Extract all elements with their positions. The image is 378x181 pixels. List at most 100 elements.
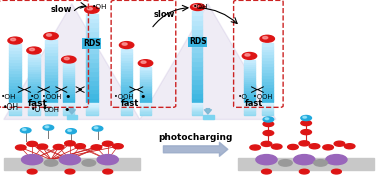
Bar (262, 103, 273, 104)
Bar (86, 85, 98, 89)
Bar (262, 109, 273, 110)
Bar (262, 87, 273, 90)
Circle shape (242, 52, 257, 59)
Bar (45, 107, 57, 108)
Bar (121, 97, 132, 100)
Bar (262, 58, 273, 60)
Bar (140, 111, 151, 113)
Bar (238, 158, 374, 170)
Bar (121, 52, 132, 54)
Bar (63, 114, 74, 115)
Bar (9, 88, 21, 91)
Circle shape (323, 145, 333, 150)
Bar (63, 90, 74, 92)
Circle shape (66, 129, 76, 134)
Circle shape (46, 34, 51, 36)
Bar (63, 94, 74, 96)
Bar (262, 93, 273, 96)
Bar (9, 65, 21, 68)
Circle shape (75, 144, 85, 149)
Circle shape (279, 160, 292, 166)
Bar (262, 54, 273, 58)
Bar (121, 107, 132, 108)
Bar (140, 69, 151, 70)
Circle shape (65, 141, 75, 146)
Bar (28, 104, 40, 106)
Bar (121, 62, 132, 65)
Bar (9, 82, 21, 85)
Bar (140, 72, 151, 74)
Circle shape (59, 155, 81, 165)
Bar (192, 107, 202, 108)
Bar (140, 107, 151, 108)
Bar (63, 92, 74, 94)
Bar (203, 115, 214, 119)
Circle shape (65, 169, 75, 174)
Bar (86, 54, 98, 58)
Bar (262, 66, 273, 69)
Circle shape (29, 48, 34, 51)
Bar (192, 110, 202, 111)
Bar (262, 111, 273, 113)
Circle shape (299, 169, 309, 174)
Bar (28, 85, 40, 88)
Bar (192, 75, 202, 79)
Bar (262, 96, 273, 99)
Bar (140, 95, 151, 97)
Bar (28, 76, 40, 78)
Bar (9, 79, 21, 82)
Bar (140, 85, 151, 86)
Circle shape (119, 42, 134, 49)
Bar (192, 61, 202, 66)
Circle shape (326, 155, 347, 165)
Bar (192, 29, 202, 34)
Circle shape (193, 5, 198, 7)
Bar (9, 47, 21, 50)
Bar (63, 69, 74, 71)
Bar (28, 83, 40, 85)
Bar (140, 108, 151, 109)
Bar (86, 45, 98, 49)
Bar (45, 106, 57, 107)
Bar (140, 92, 151, 93)
Circle shape (301, 115, 311, 121)
Bar (9, 104, 21, 106)
Bar (63, 89, 74, 91)
Bar (244, 83, 255, 85)
Bar (192, 66, 202, 70)
Bar (262, 46, 273, 49)
Bar (9, 113, 21, 114)
Bar (244, 94, 255, 96)
Circle shape (97, 155, 118, 165)
Circle shape (102, 141, 113, 146)
Bar (140, 86, 151, 88)
Bar (9, 109, 21, 110)
Bar (45, 80, 57, 84)
Text: •OH: •OH (1, 94, 16, 100)
Circle shape (256, 155, 277, 165)
Text: •OOH: •OOH (114, 94, 133, 100)
Text: slow: slow (51, 5, 72, 14)
Bar (244, 85, 255, 87)
Bar (45, 43, 57, 46)
Bar (262, 72, 273, 75)
Bar (45, 59, 57, 62)
Bar (45, 74, 57, 77)
Bar (140, 97, 151, 99)
Bar (63, 103, 74, 104)
Bar (244, 70, 255, 73)
Circle shape (301, 121, 311, 126)
Circle shape (301, 130, 311, 135)
Bar (86, 27, 98, 31)
Bar (45, 40, 57, 43)
Bar (45, 110, 57, 111)
Bar (192, 25, 202, 29)
Circle shape (53, 144, 64, 150)
Circle shape (245, 54, 250, 56)
Bar (45, 96, 57, 99)
Bar (9, 96, 21, 99)
Bar (244, 108, 255, 109)
Bar (45, 71, 57, 74)
Bar (28, 78, 40, 81)
Bar (121, 114, 132, 115)
